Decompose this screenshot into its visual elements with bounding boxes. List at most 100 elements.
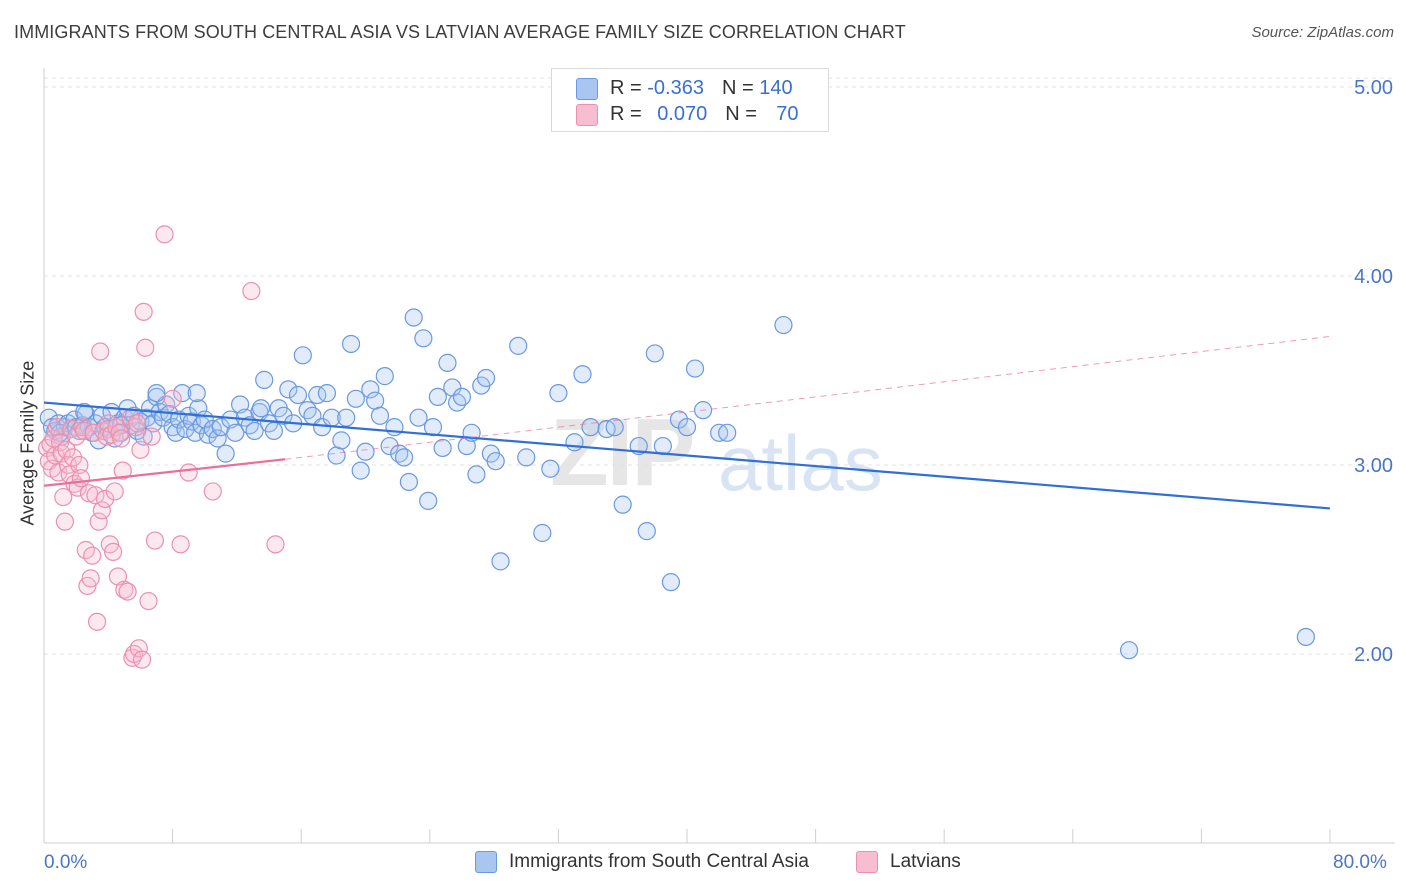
point-south-central-asia: [637, 522, 656, 541]
point-latvians: [134, 302, 153, 321]
point-south-central-asia: [327, 446, 346, 465]
point-south-central-asia: [613, 495, 632, 514]
point-latvians: [54, 487, 73, 507]
point-south-central-asia: [517, 448, 536, 467]
point-latvians: [79, 484, 99, 503]
legend-n-value-blue: 140: [759, 77, 793, 99]
legend-n-label-pink: N =: [725, 103, 763, 125]
point-south-central-asia: [75, 402, 94, 422]
point-south-central-asia: [173, 384, 192, 403]
y-tick-label: 2.00: [1354, 644, 1393, 666]
point-south-central-asia: [144, 414, 163, 433]
point-latvians: [131, 440, 150, 459]
point-latvians: [91, 342, 110, 361]
legend-bottom-swatch-pink: [856, 851, 878, 873]
point-south-central-asia: [226, 423, 245, 442]
point-south-central-asia: [356, 442, 375, 461]
point-latvians: [70, 455, 89, 475]
point-latvians: [86, 486, 105, 505]
chart-title: IMMIGRANTS FROM SOUTH CENTRAL ASIA VS LA…: [14, 22, 906, 42]
point-south-central-asia: [677, 418, 697, 437]
point-south-central-asia: [509, 336, 528, 355]
point-south-central-asia: [565, 433, 584, 452]
point-south-central-asia: [605, 418, 624, 437]
point-south-central-asia: [187, 384, 206, 403]
point-south-central-asia: [351, 461, 370, 480]
trendline-south-central-asia: [43, 401, 1331, 510]
point-south-central-asia: [251, 399, 271, 418]
legend-bottom-label-blue: Immigrants from South Central Asia: [509, 851, 809, 873]
point-south-central-asia: [452, 387, 472, 407]
point-latvians: [163, 389, 182, 408]
point-south-central-asia: [298, 401, 317, 420]
point-latvians: [55, 512, 74, 531]
point-south-central-asia: [718, 423, 737, 442]
point-south-central-asia: [467, 465, 486, 484]
point-south-central-asia: [438, 353, 457, 372]
point-south-central-asia: [288, 385, 308, 405]
point-south-central-asia: [541, 459, 560, 478]
point-south-central-asia: [394, 448, 414, 467]
point-south-central-asia: [419, 491, 438, 510]
legend-swatch-blue: [576, 77, 598, 100]
point-latvians: [145, 531, 165, 550]
legend-item-latvians: Latvians: [856, 851, 961, 877]
point-south-central-asia: [346, 389, 365, 408]
point-south-central-asia: [1296, 627, 1315, 647]
point-latvians: [92, 501, 111, 520]
point-south-central-asia: [774, 315, 793, 335]
point-south-central-asia: [645, 344, 664, 363]
y-tick-label: 4.00: [1354, 266, 1393, 288]
legend-bottom-swatch-blue: [475, 851, 497, 873]
legend-item-south-central-asia: Immigrants from South Central Asia: [475, 851, 809, 877]
point-latvians: [81, 569, 100, 588]
point-south-central-asia: [208, 429, 227, 448]
correlation-legend: R = -0.363 N = 140 R = 0.070 N = 70: [551, 68, 829, 132]
y-tick-label: 5.00: [1354, 77, 1393, 99]
point-south-central-asia: [332, 431, 351, 450]
legend-n-label-blue: N =: [721, 77, 760, 99]
point-latvians: [112, 429, 131, 448]
point-south-central-asia: [581, 418, 600, 437]
point-latvians: [104, 542, 123, 562]
point-south-central-asia: [491, 552, 510, 571]
point-south-central-asia: [414, 329, 433, 348]
y-tick-label: 3.00: [1354, 455, 1393, 477]
point-south-central-asia: [361, 380, 380, 399]
point-south-central-asia: [240, 416, 259, 435]
point-latvians: [129, 639, 148, 658]
point-south-central-asia: [264, 421, 283, 441]
point-latvians: [203, 482, 222, 501]
legend-r-label-pink: R =: [610, 103, 648, 125]
legend-r-value-pink: 0.070: [657, 103, 708, 125]
point-latvians: [49, 463, 68, 482]
point-south-central-asia: [245, 421, 264, 441]
point-south-central-asia: [274, 406, 293, 425]
point-south-central-asia: [476, 368, 496, 388]
point-latvians: [63, 448, 83, 467]
point-south-central-asia: [573, 365, 592, 384]
point-south-central-asia: [404, 308, 423, 327]
watermark-atlas: atlas: [718, 419, 883, 507]
point-latvians: [179, 463, 198, 482]
point-latvians: [95, 489, 115, 509]
point-south-central-asia: [448, 393, 467, 412]
point-south-central-asia: [549, 384, 568, 403]
point-south-central-asia: [685, 359, 705, 378]
point-latvians: [47, 418, 66, 437]
legend-row-pink: R = 0.070 N = 70: [576, 103, 799, 127]
legend-r-label-blue: R =: [610, 77, 648, 99]
point-south-central-asia: [366, 391, 385, 410]
point-latvians: [89, 512, 108, 531]
point-latvians: [142, 427, 161, 446]
point-latvians: [139, 591, 158, 611]
point-latvians: [87, 612, 107, 631]
point-latvians: [113, 461, 132, 480]
point-south-central-asia: [533, 523, 552, 543]
point-latvians: [171, 535, 190, 554]
point-latvians: [115, 580, 134, 599]
point-south-central-asia: [409, 408, 428, 427]
point-south-central-asia: [279, 380, 298, 399]
point-south-central-asia: [255, 370, 274, 389]
